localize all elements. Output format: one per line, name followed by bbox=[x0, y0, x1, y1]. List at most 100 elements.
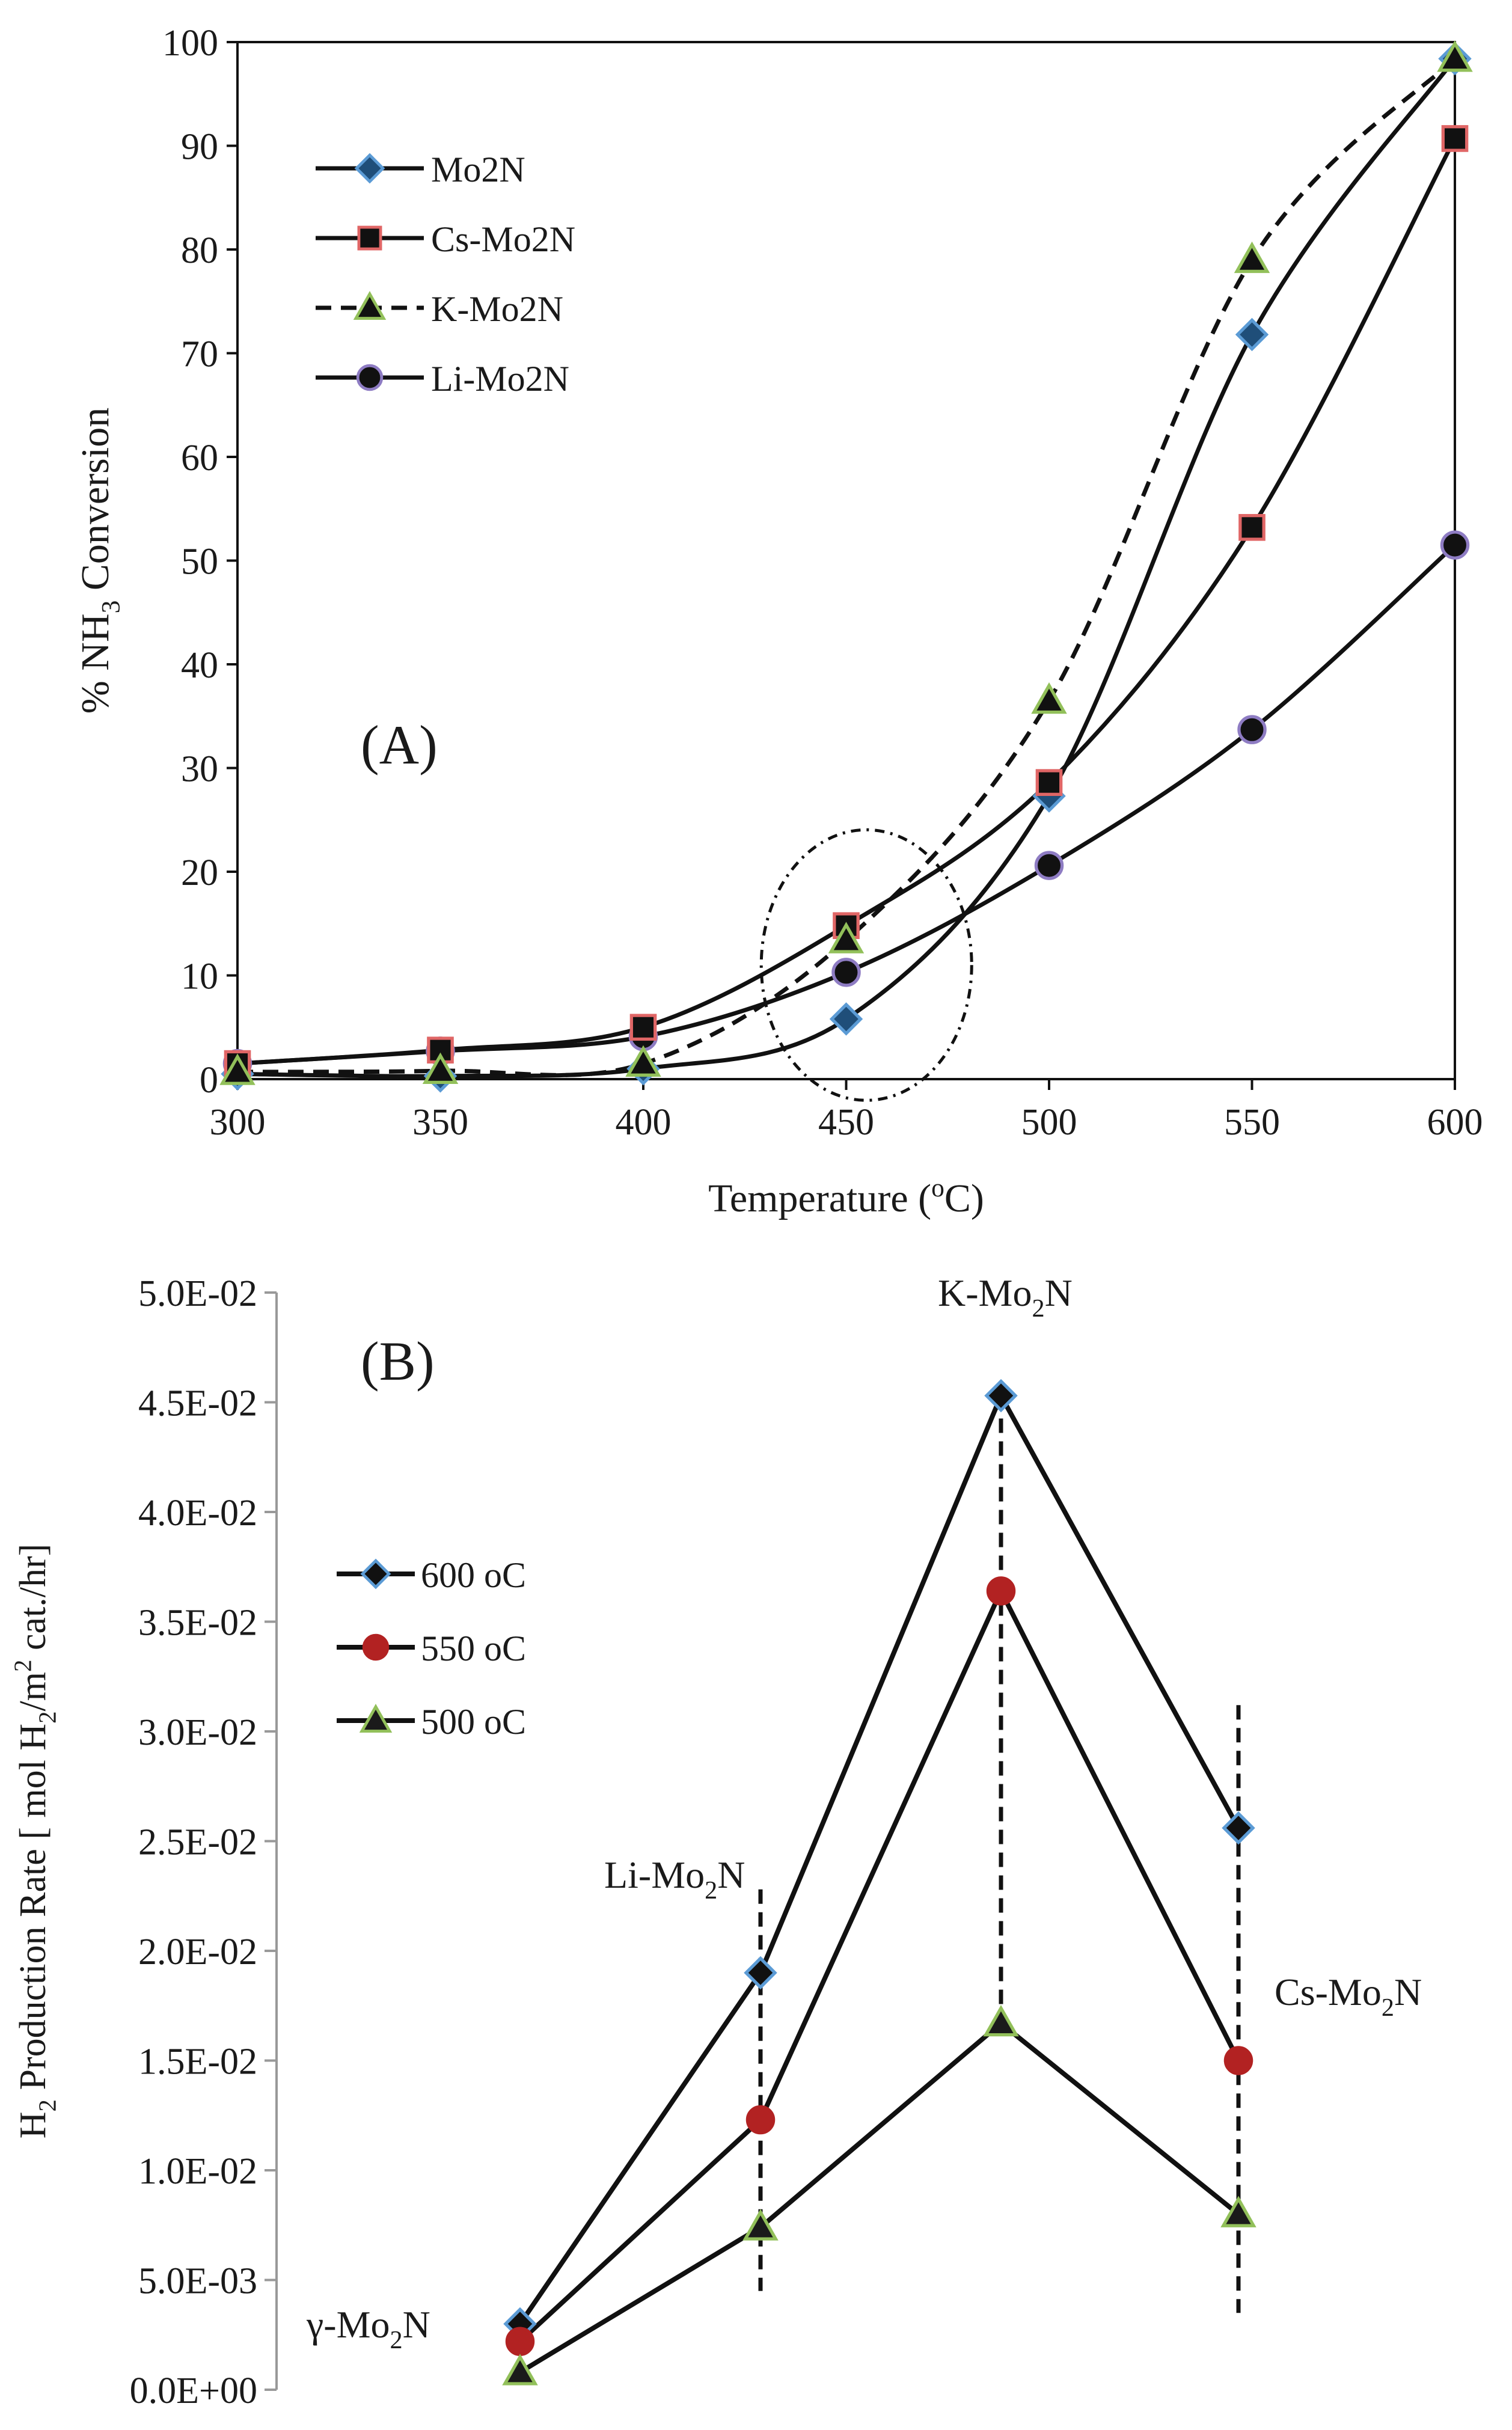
legend-label-a: K-Mo2N bbox=[431, 289, 563, 329]
data-point-li-mo2n bbox=[1237, 715, 1267, 744]
chart-a: 0 10 20 30 40 50 60 70 80 90 100 300 350 400 450 500 550… bbox=[73, 23, 1483, 1220]
y-tick-label-b: 2.5E-02 bbox=[138, 1822, 257, 1863]
y-axis-label-a-part: 3 bbox=[96, 601, 125, 614]
category-label-b: Cs-Mo2N bbox=[1275, 1971, 1422, 2022]
data-point-k-mo2n bbox=[1031, 682, 1067, 714]
data-point-550-oc bbox=[505, 2327, 535, 2356]
data-point-550-oc bbox=[745, 2105, 776, 2135]
legend-marker-a bbox=[356, 364, 384, 391]
category-label-b-part: γ-Mo bbox=[306, 2303, 390, 2346]
series-line-550-oc bbox=[518, 1585, 1241, 2343]
x-tick-label-a: 450 bbox=[818, 1102, 874, 1143]
x-axis-label-a-part: o bbox=[931, 1174, 944, 1202]
x-tick-label-a: 550 bbox=[1224, 1102, 1280, 1143]
y-tick-label-b: 0.0E+00 bbox=[130, 2370, 257, 2411]
x-axis-label-a: Temperature (oC) bbox=[708, 1174, 984, 1220]
y-axis-label-b-part: 2 bbox=[34, 2099, 61, 2111]
legend-label-a: Li-Mo2N bbox=[431, 359, 569, 399]
category-label-b-part: 2 bbox=[1032, 1294, 1044, 1323]
series-line-500-oc bbox=[518, 2020, 1240, 2375]
legend-marker-b bbox=[362, 1633, 390, 1661]
category-label-b: K-Mo2N bbox=[938, 1272, 1073, 1323]
highlight-ellipse bbox=[759, 828, 973, 1102]
category-label-b: Li-Mo2N bbox=[604, 1853, 745, 1905]
panel-label-a: (A) bbox=[361, 714, 438, 776]
x-tick-label-a: 600 bbox=[1427, 1102, 1483, 1143]
data-point-600-oc bbox=[1222, 1811, 1255, 1845]
data-point-k-mo2n bbox=[219, 1053, 256, 1085]
y-axis-label-b: H2 Production Rate [ mol H2/m2 cat./hr] bbox=[9, 1544, 61, 2138]
y-axis-label-b-part: Production Rate [ mol H bbox=[13, 1724, 54, 2099]
category-label-b-part: 2 bbox=[705, 1876, 717, 1905]
data-point-550-oc bbox=[1223, 2046, 1253, 2075]
data-point-mo2n bbox=[1235, 317, 1269, 352]
category-label-b-part: N bbox=[1045, 1272, 1073, 1314]
chart-b: 0.0E+00 5.0E-03 1.0E-02 1.5E-02 2.0E-02 2.5E-… bbox=[9, 1272, 1422, 2411]
data-point-550-oc bbox=[986, 1576, 1016, 1606]
data-point-li-mo2n bbox=[831, 958, 861, 987]
legend-label-b: 600 oC bbox=[421, 1555, 526, 1595]
y-axis-label-a: % NH3 Conversion bbox=[73, 408, 125, 714]
x-tick-label-a: 400 bbox=[616, 1102, 672, 1143]
data-point-500-oc bbox=[742, 2209, 779, 2241]
y-tick-label-b: 5.0E-03 bbox=[138, 2261, 257, 2302]
data-point-500-oc bbox=[502, 2354, 538, 2386]
data-point-k-mo2n bbox=[422, 1052, 459, 1085]
legend-label-a: Mo2N bbox=[431, 150, 525, 189]
x-tick-label-a: 500 bbox=[1021, 1102, 1077, 1143]
data-point-li-mo2n bbox=[1034, 851, 1064, 880]
legend-marker-b bbox=[359, 1703, 393, 1733]
category-label-b-part: 2 bbox=[1382, 1994, 1394, 2022]
y-tick-label-a: 10 bbox=[181, 956, 218, 997]
x-axis-label-a-part: Temperature ( bbox=[708, 1177, 931, 1220]
y-tick-label-b: 1.0E-02 bbox=[138, 2151, 257, 2192]
y-tick-label-b: 1.5E-02 bbox=[138, 2042, 257, 2083]
y-tick-label-a: 40 bbox=[181, 645, 218, 686]
y-axis-label-a-part: Conversion bbox=[73, 408, 117, 601]
y-tick-label-a: 80 bbox=[181, 230, 218, 271]
y-tick-label-b: 4.0E-02 bbox=[138, 1493, 257, 1534]
y-tick-label-b: 3.5E-02 bbox=[138, 1603, 257, 1644]
data-point-cs-mo2n bbox=[629, 1014, 657, 1041]
series-line-600-oc bbox=[518, 1390, 1241, 2325]
legend-label-b: 550 oC bbox=[421, 1629, 526, 1668]
data-point-li-mo2n bbox=[1440, 530, 1470, 560]
y-tick-label-b: 4.5E-02 bbox=[138, 1383, 257, 1424]
data-point-600-oc bbox=[744, 1956, 777, 1990]
data-point-k-mo2n bbox=[625, 1045, 661, 1077]
data-point-500-oc bbox=[983, 2004, 1019, 2037]
y-axis-label-b-part: H bbox=[13, 2111, 54, 2138]
data-point-600-oc bbox=[984, 1379, 1018, 1413]
y-axis-label-a-part: % NH bbox=[73, 613, 117, 714]
y-axis-label-b-part: 2 bbox=[34, 1711, 61, 1723]
data-point-k-mo2n bbox=[1437, 40, 1473, 72]
category-label-b-part: N bbox=[403, 2303, 430, 2346]
y-tick-label-b: 2.0E-02 bbox=[138, 1932, 257, 1972]
y-tick-label-a: 20 bbox=[181, 852, 218, 893]
category-label-b-part: N bbox=[1394, 1971, 1422, 2013]
series-line-cs-mo2n bbox=[237, 137, 1455, 1066]
y-axis-label-b-part: cat./hr] bbox=[13, 1544, 54, 1660]
data-point-cs-mo2n bbox=[1035, 769, 1063, 796]
data-point-k-mo2n bbox=[828, 922, 865, 953]
data-point-cs-mo2n bbox=[1238, 513, 1266, 541]
x-tick-label-a: 300 bbox=[210, 1102, 266, 1143]
y-tick-label-a: 90 bbox=[181, 127, 218, 168]
panel-label-b: (B) bbox=[361, 1330, 435, 1392]
x-axis-label-a-part: C) bbox=[944, 1177, 984, 1220]
y-axis-label-b-part: 2 bbox=[9, 1660, 36, 1672]
y-tick-label-a: 50 bbox=[181, 542, 218, 583]
y-tick-label-b: 5.0E-02 bbox=[138, 1273, 257, 1314]
legend-marker-a bbox=[353, 290, 387, 320]
y-tick-label-a: 30 bbox=[181, 749, 218, 790]
y-tick-label-a: 0 bbox=[200, 1060, 218, 1101]
y-tick-label-a: 100 bbox=[162, 23, 218, 64]
y-axis-label-b-part: /m bbox=[13, 1672, 54, 1711]
legend-label-b: 500 oC bbox=[421, 1702, 526, 1742]
category-label-b-part: Cs-Mo bbox=[1275, 1971, 1382, 2013]
category-label-b-part: K-Mo bbox=[938, 1272, 1032, 1314]
category-label-b: γ-Mo2N bbox=[306, 2303, 430, 2354]
data-point-500-oc bbox=[1220, 2196, 1256, 2227]
category-label-b-part: Li-Mo bbox=[604, 1853, 705, 1896]
data-point-mo2n bbox=[829, 1002, 863, 1036]
